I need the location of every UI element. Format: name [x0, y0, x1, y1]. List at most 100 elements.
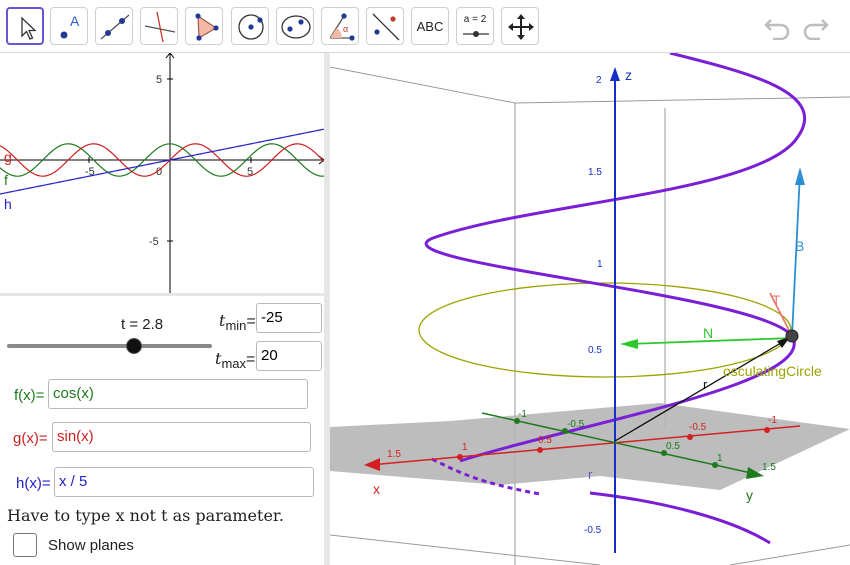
position-vector-label: r [703, 377, 708, 392]
y-tick-point [514, 418, 520, 424]
normal-label: N [703, 325, 713, 341]
y-axis-arrowhead [746, 467, 764, 479]
tangent-vector[interactable] [769, 292, 793, 337]
x-tick-point [764, 427, 770, 433]
graph-3d-canvas: z 2 1.5 1 0.5 -0.5 x 1.5 1 0.5 -0.5 -1 y… [330, 53, 850, 565]
redo-icon [803, 19, 829, 41]
f-input-label: f(x)= [14, 387, 45, 404]
helix-curve-hidden [431, 457, 541, 496]
redo-button[interactable] [800, 12, 830, 41]
y-tick-label: 0.5 [666, 441, 680, 452]
y-axis-label: y [746, 487, 753, 503]
normal-vector[interactable] [627, 337, 793, 345]
tmax-input[interactable]: 20 [256, 341, 322, 371]
slider-t-track[interactable] [7, 344, 212, 348]
slider-tool-button[interactable]: a = 2 [456, 7, 494, 45]
reflect-icon [372, 13, 400, 41]
g-input-label: g(x)= [13, 430, 48, 447]
bounding-box-bottom-front [330, 534, 601, 565]
tmin-input[interactable]: -25 [256, 303, 322, 333]
line-tool-button[interactable] [95, 7, 133, 45]
h-input-label: h(x)= [16, 475, 51, 492]
reflect-tool-button[interactable] [366, 7, 404, 45]
graphics-view-3d[interactable]: z 2 1.5 1 0.5 -0.5 x 1.5 1 0.5 -0.5 -1 y… [330, 53, 850, 565]
perpendicular-tool-button[interactable] [140, 7, 178, 45]
helix-curve-bottom[interactable] [589, 491, 771, 545]
undo-button[interactable] [763, 12, 793, 41]
angle-tool-button[interactable]: α [321, 7, 359, 45]
z-axis-arrowhead [610, 67, 620, 81]
x-tick-point [687, 434, 693, 440]
x-tick-label: 1.5 [387, 449, 401, 460]
z-tick-label: -0.5 [584, 525, 602, 536]
f-curve-label: f [4, 172, 8, 188]
x-tick-label: 0.5 [538, 435, 552, 446]
x-tick-point [457, 454, 463, 460]
graph-2d-canvas: -5 0 5 5 -5 g f h [0, 53, 324, 295]
tmax-label-sub: max [221, 356, 246, 372]
show-planes-label[interactable]: Show planes [48, 537, 134, 554]
panel-divider-horizontal[interactable] [0, 293, 324, 296]
binormal-label: B [795, 238, 804, 254]
point-tool-label: A [70, 13, 80, 29]
slider-tool-label: a = 2 [463, 14, 487, 25]
x-tick-label: 0 [156, 166, 162, 178]
ellipse-icon [281, 15, 311, 39]
polygon-tool-button[interactable] [185, 7, 223, 45]
text-tool-label: ABC [416, 18, 444, 34]
graphics-view-2d[interactable]: -5 0 5 5 -5 g f h [0, 53, 324, 295]
x-axis-3d [369, 425, 801, 466]
point-icon [60, 31, 68, 39]
z-axis-label: z [625, 67, 632, 83]
tmax-eq: = [246, 351, 256, 368]
tmax-label: tmax= [215, 349, 255, 371]
helix-curve-upper[interactable] [424, 53, 806, 337]
tmin-label-main: t [219, 311, 226, 330]
tangent-label: T [772, 292, 781, 308]
y-tick-point [712, 462, 718, 468]
panel-divider-vertical[interactable] [324, 53, 330, 565]
slider-t-thumb[interactable] [125, 338, 142, 354]
slider-icon [463, 31, 489, 37]
f-input[interactable]: cos(x) [48, 379, 308, 409]
move-arrows-icon [508, 14, 534, 40]
position-vector-r[interactable] [614, 339, 787, 442]
perpendicular-line-icon [144, 11, 176, 43]
tmin-eq: = [246, 313, 256, 330]
binormal-vector[interactable] [791, 172, 801, 337]
x-tick-label: 5 [247, 166, 253, 178]
y-tick-label: -0.5 [567, 419, 585, 430]
z-tick-label: 2 [596, 75, 602, 86]
x-tick-label: -0.5 [689, 422, 707, 433]
text-tool-button[interactable]: ABC [411, 7, 449, 45]
angle-icon [329, 13, 355, 41]
cursor-arrow-icon [21, 16, 37, 40]
ellipse-tool-button[interactable] [276, 7, 314, 45]
tmin-label: tmin= [219, 311, 256, 333]
circle-tool-button[interactable] [231, 7, 269, 45]
curve-point[interactable] [785, 329, 799, 343]
g-input[interactable]: sin(x) [52, 422, 311, 452]
x-tick-label: -5 [85, 166, 95, 178]
function-h-line[interactable] [0, 128, 324, 195]
point-tool-button[interactable]: A [50, 7, 88, 45]
circle-center-icon [238, 14, 264, 40]
function-g-curve[interactable] [0, 143, 324, 177]
bounding-box-bottom-right [729, 544, 850, 565]
z-tick-label: 0.5 [588, 345, 602, 356]
x-tick-point [537, 447, 543, 453]
y-tick-point [661, 450, 667, 456]
y-tick-label: 1.5 [762, 462, 776, 473]
polygon-icon [195, 13, 219, 41]
function-f-curve[interactable] [0, 143, 324, 177]
x-tick-label: 1 [462, 442, 468, 453]
move-view-tool-button[interactable] [501, 7, 539, 45]
h-input[interactable]: x / 5 [54, 467, 314, 497]
curve-r-label: r [588, 467, 593, 482]
undo-icon [764, 19, 790, 41]
osculating-circle-label: osculatingCircle [723, 363, 822, 379]
move-tool-button[interactable] [6, 7, 44, 45]
z-tick-label: 1 [597, 259, 603, 270]
note-text: Have to type x not t as parameter. [7, 506, 284, 525]
show-planes-checkbox[interactable] [13, 533, 37, 557]
